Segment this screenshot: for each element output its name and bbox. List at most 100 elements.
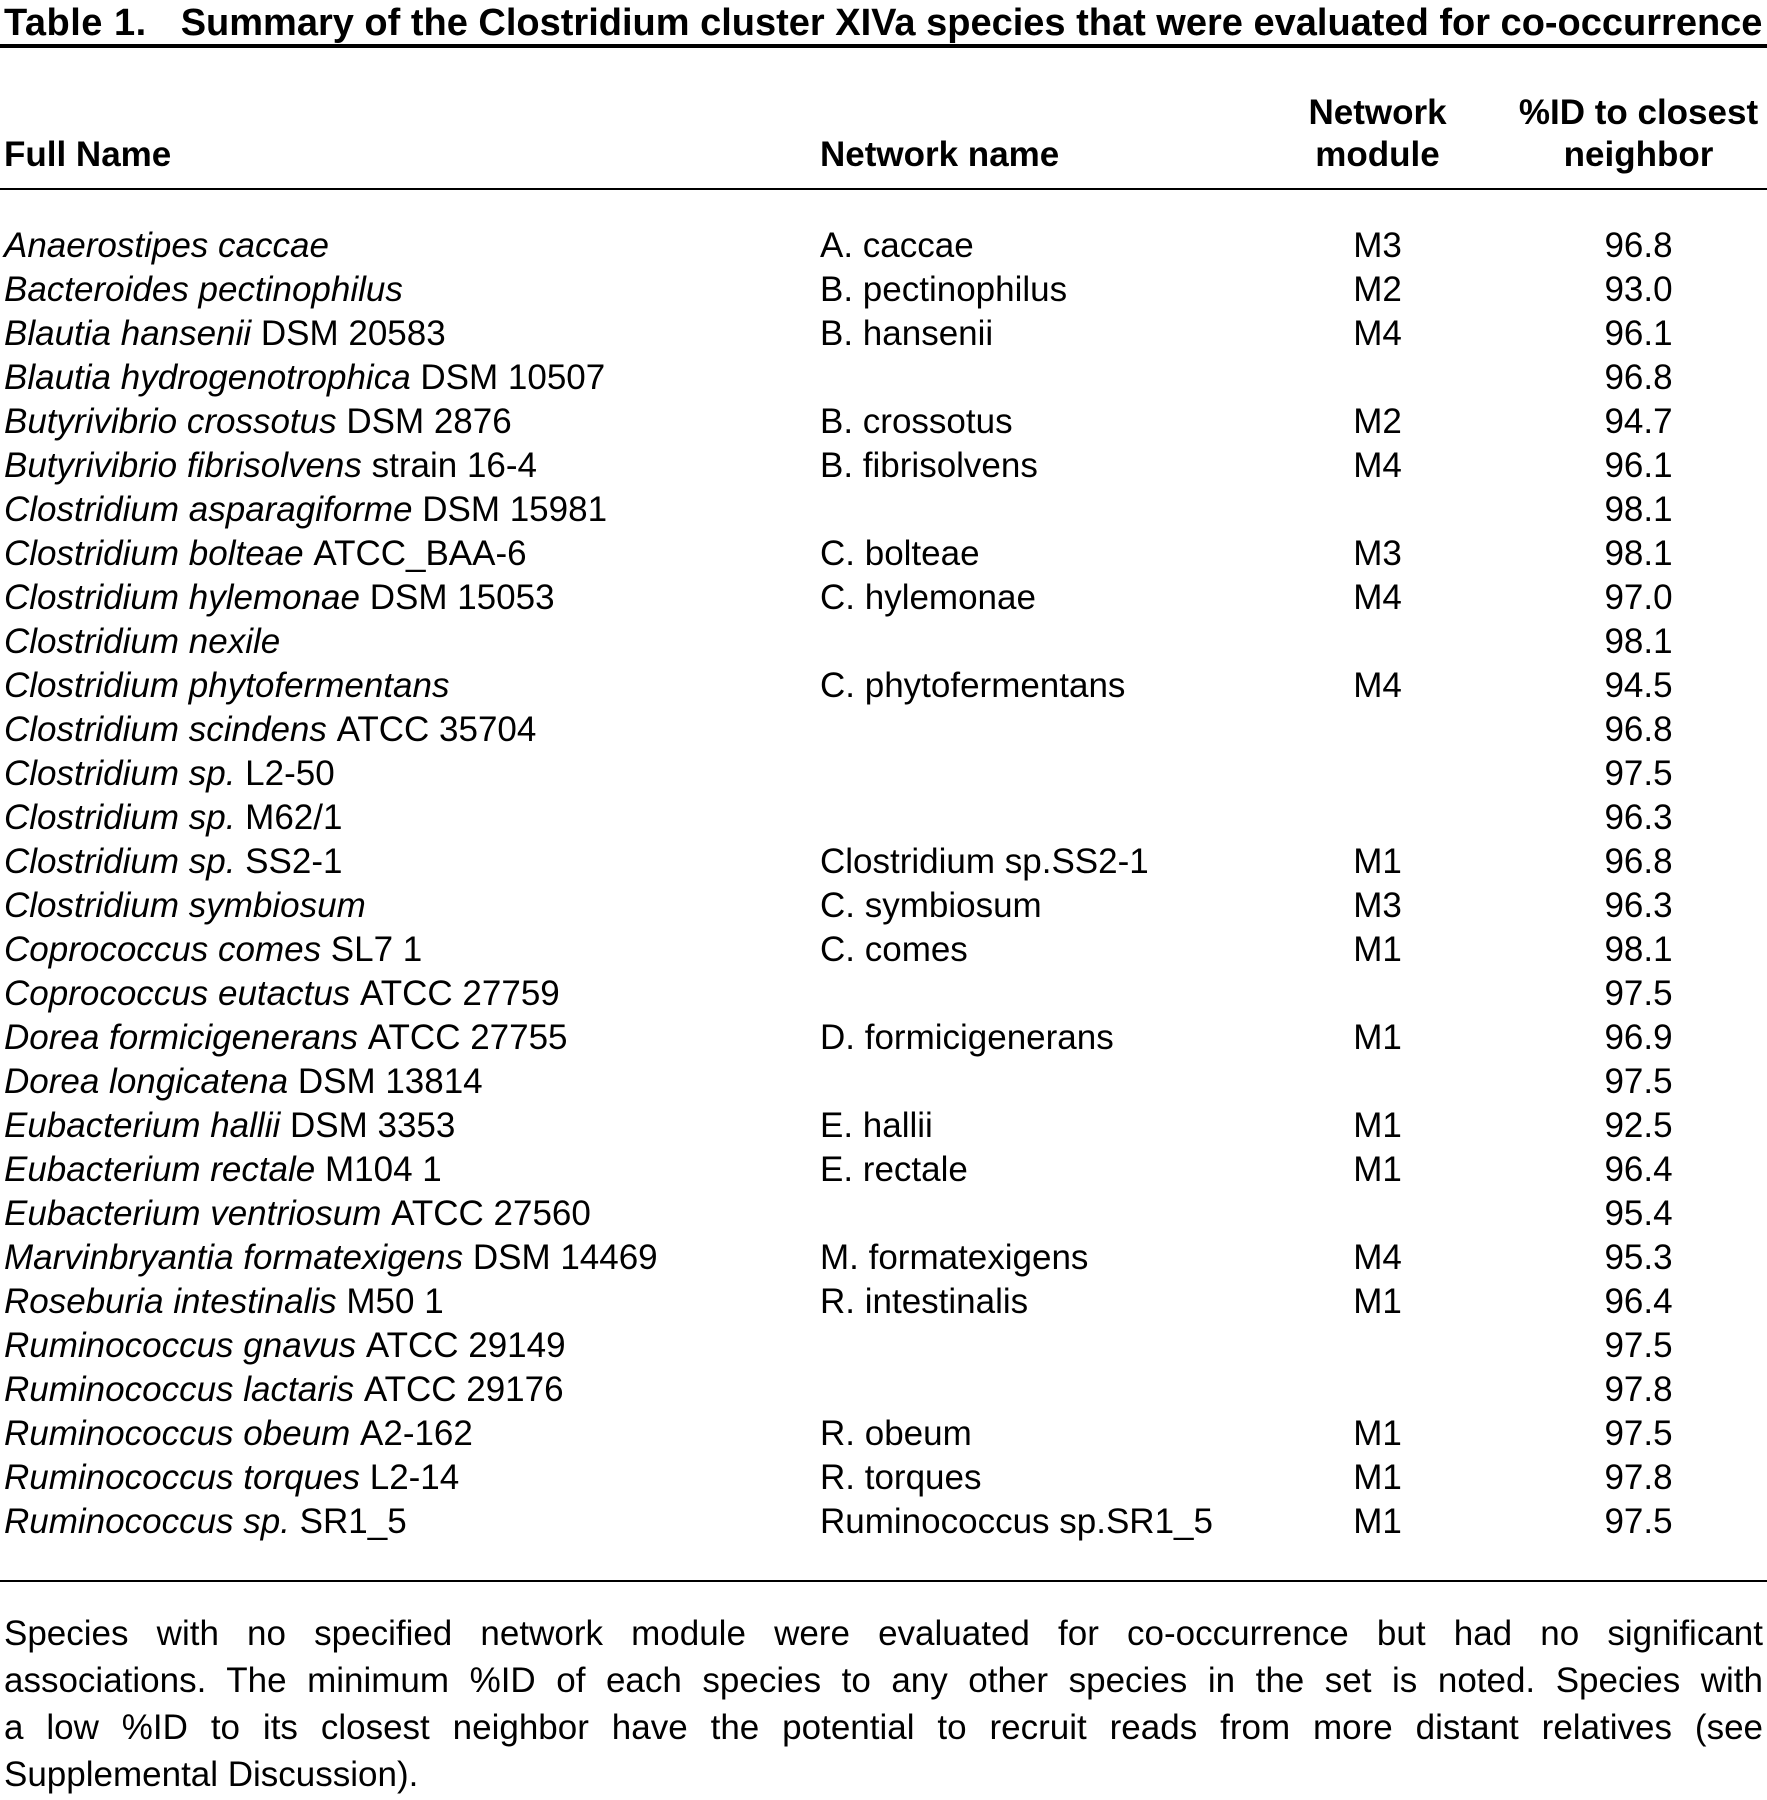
network-name-cell: C. bolteae	[820, 534, 980, 573]
network-module-cell: M4	[1353, 578, 1402, 617]
network-module-cell	[1245, 1192, 1510, 1236]
network-name-cell	[820, 1192, 1245, 1236]
pct-id-cell: 97.0	[1604, 578, 1673, 617]
network-name-cell	[820, 752, 1245, 796]
network-module-cell	[1245, 1368, 1510, 1412]
pct-id-cell: 97.5	[1604, 1326, 1673, 1365]
network-name-cell	[820, 1368, 1245, 1412]
network-module-cell: M1	[1353, 1106, 1402, 1145]
table-row: Clostridium bolteae ATCC_BAA-6 C. bolteae…	[0, 532, 1767, 576]
full-name-cell: Clostridium bolteae ATCC_BAA-6	[4, 534, 527, 573]
table-row: Blautia hydrogenotrophica DSM 10507 96.8	[0, 356, 1767, 400]
network-name-cell: M. formatexigens	[820, 1238, 1089, 1277]
network-module-cell	[1245, 620, 1510, 664]
pct-id-cell: 95.4	[1604, 1194, 1673, 1233]
pct-id-cell: 96.1	[1604, 314, 1673, 353]
full-name-cell: Coprococcus comes SL7 1	[4, 930, 423, 969]
table-row: Clostridium hylemonae DSM 15053 C. hylemo…	[0, 576, 1767, 620]
pct-id-cell: 98.1	[1604, 490, 1673, 529]
table-row: Clostridium symbiosum C. symbiosum M3 96.3	[0, 884, 1767, 928]
pct-id-cell: 96.4	[1604, 1150, 1673, 1189]
network-module-cell: M1	[1353, 1414, 1402, 1453]
network-module-cell: M1	[1353, 842, 1402, 881]
pct-id-cell: 96.1	[1604, 446, 1673, 485]
full-name-cell: Ruminococcus lactaris ATCC 29176	[4, 1370, 564, 1409]
network-name-cell: C. comes	[820, 930, 968, 969]
network-module-cell	[1245, 488, 1510, 532]
network-module-cell: M4	[1353, 314, 1402, 353]
pct-id-cell: 98.1	[1604, 534, 1673, 573]
footnote-line: Species with no specified network module…	[4, 1614, 1763, 1653]
network-name-cell: R. intestinalis	[820, 1282, 1029, 1321]
full-name-cell: Clostridium nexile	[4, 622, 281, 661]
table-row: Bacteroides pectinophilus B. pectinophilu…	[0, 268, 1767, 312]
network-module-cell: M2	[1353, 402, 1402, 441]
table-row: Butyrivibrio crossotus DSM 2876 B. crosso…	[0, 400, 1767, 444]
network-module-cell	[1245, 796, 1510, 840]
full-name-cell: Dorea longicatena DSM 13814	[4, 1062, 483, 1101]
network-name-cell: C. symbiosum	[820, 886, 1042, 925]
network-name-cell	[820, 356, 1245, 400]
pct-id-cell: 96.3	[1604, 886, 1673, 925]
network-name-cell: Clostridium sp.SS2-1	[820, 842, 1149, 881]
table-row: Dorea longicatena DSM 13814 97.5	[0, 1060, 1767, 1104]
pct-id-cell: 96.8	[1604, 710, 1673, 749]
table-row: Clostridium phytofermentans C. phytoferme…	[0, 664, 1767, 708]
table-row: Roseburia intestinalis M50 1 R. intestina…	[0, 1280, 1767, 1324]
network-module-cell	[1245, 752, 1510, 796]
pct-id-cell: 96.8	[1604, 358, 1673, 397]
table-row: Blautia hansenii DSM 20583 B. hansenii M4 9…	[0, 312, 1767, 356]
table-row: Clostridium asparagiforme DSM 15981 98.1	[0, 488, 1767, 532]
network-name-cell	[820, 488, 1245, 532]
network-name-cell: E. rectale	[820, 1150, 968, 1189]
column-headers: Full Name Network name Network module %I…	[0, 48, 1767, 190]
network-module-cell: M1	[1353, 1282, 1402, 1321]
full-name-cell: Eubacterium hallii DSM 3353	[4, 1106, 456, 1145]
network-module-cell: M3	[1353, 534, 1402, 573]
footnote-line: Supplemental Discussion).	[4, 1755, 419, 1794]
table-number: Table 1.	[4, 2, 147, 44]
table-row: Eubacterium hallii DSM 3353 E. hallii M1 92…	[0, 1104, 1767, 1148]
network-name-cell: D. formicigenerans	[820, 1018, 1114, 1057]
full-name-cell: Clostridium sp. M62/1	[4, 798, 343, 837]
table-row: Butyrivibrio fibrisolvens strain 16-4 B. …	[0, 444, 1767, 488]
table-row: Clostridium sp. L2-50 97.5	[0, 752, 1767, 796]
table-row: Clostridium scindens ATCC 35704 96.8	[0, 708, 1767, 752]
table-row: Ruminococcus torques L2-14 R. torques M1 97…	[0, 1456, 1767, 1500]
pct-id-cell: 96.8	[1604, 226, 1673, 265]
table-row: Ruminococcus gnavus ATCC 29149 97.5	[0, 1324, 1767, 1368]
network-name-cell: A. caccae	[820, 226, 974, 265]
full-name-cell: Butyrivibrio fibrisolvens strain 16-4	[4, 446, 537, 485]
pct-id-cell: 96.3	[1604, 798, 1673, 837]
full-name-cell: Clostridium symbiosum	[4, 886, 366, 925]
table-body: Anaerostipes caccae A. caccae M3 96.8 Bacter…	[0, 190, 1767, 1580]
network-name-cell	[820, 1060, 1245, 1104]
network-module-cell	[1245, 708, 1510, 752]
network-name-cell: E. hallii	[820, 1106, 933, 1145]
table-row: Clostridium nexile 98.1	[0, 620, 1767, 664]
footnote-line: associations. The minimum %ID of each sp…	[4, 1661, 1763, 1700]
network-module-cell	[1245, 1060, 1510, 1104]
full-name-cell: Clostridium sp. L2-50	[4, 754, 335, 793]
full-name-cell: Anaerostipes caccae	[4, 226, 329, 265]
table-footnote: Species with no specified network module…	[0, 1582, 1767, 1798]
column-header-pct-id: %ID to closest neighbor	[1518, 93, 1759, 174]
full-name-cell: Blautia hansenii DSM 20583	[4, 314, 446, 353]
full-name-cell: Clostridium sp. SS2-1	[4, 842, 343, 881]
table-row: Ruminococcus obeum A2-162 R. obeum M1 97.5	[0, 1412, 1767, 1456]
network-name-cell: C. phytofermentans	[820, 666, 1126, 705]
full-name-cell: Butyrivibrio crossotus DSM 2876	[4, 402, 512, 441]
table-row: Eubacterium ventriosum ATCC 27560 95.4	[0, 1192, 1767, 1236]
footnote-rule	[0, 1580, 1767, 1582]
table-row: Clostridium sp. M62/1 96.3	[0, 796, 1767, 840]
column-header-network-name: Network name	[820, 135, 1060, 174]
table-caption: Summary of the Clostridium cluster XIVa …	[180, 2, 1763, 44]
table-row: Ruminococcus lactaris ATCC 29176 97.8	[0, 1368, 1767, 1412]
table-row: Eubacterium rectale M104 1 E. rectale M1 96…	[0, 1148, 1767, 1192]
network-module-cell: M1	[1353, 1458, 1402, 1497]
network-module-cell	[1245, 1324, 1510, 1368]
pct-id-cell: 98.1	[1604, 622, 1673, 661]
full-name-cell: Dorea formicigenerans ATCC 27755	[4, 1018, 568, 1057]
full-name-cell: Blautia hydrogenotrophica DSM 10507	[4, 358, 606, 397]
